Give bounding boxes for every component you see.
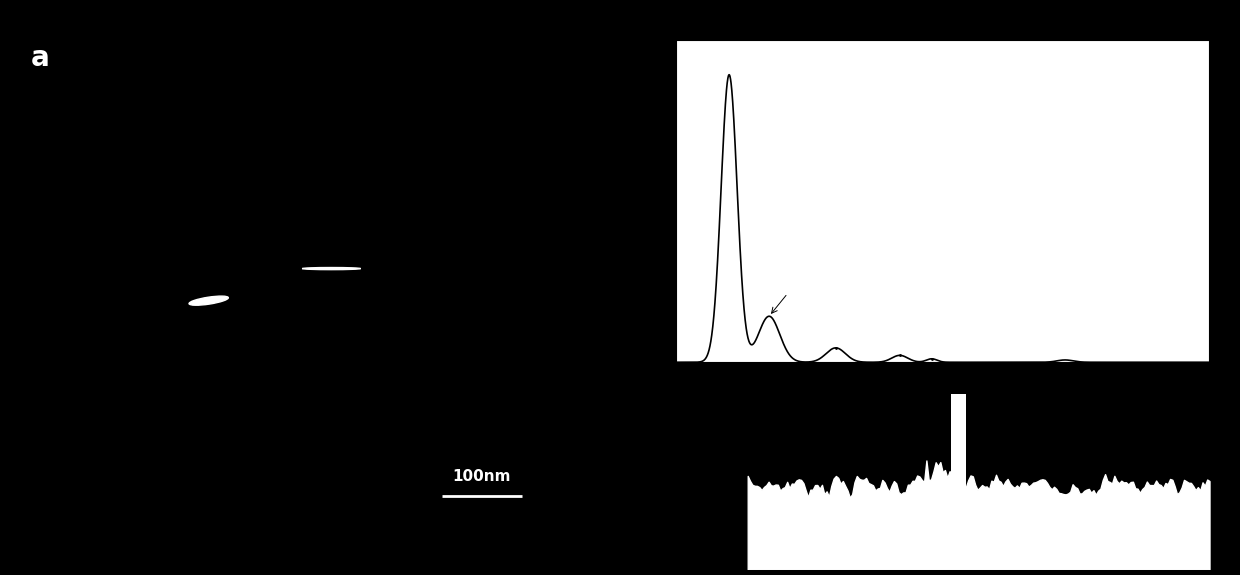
Text: 100nm: 100nm	[453, 469, 511, 484]
Text: b: b	[611, 2, 630, 26]
Ellipse shape	[303, 267, 361, 270]
Text: PSMA: PSMA	[662, 437, 712, 452]
Text: CD63: CD63	[665, 526, 709, 540]
Ellipse shape	[188, 296, 228, 305]
Bar	[951, 394, 966, 494]
Y-axis label: Concentration (particles / ml): Concentration (particles / ml)	[647, 129, 657, 273]
Text: Cell: Cell	[852, 375, 887, 393]
Text: Exosome: Exosome	[1022, 375, 1106, 393]
Text: $6^{7}$: $6^{7}$	[660, 24, 671, 36]
Bar	[748, 404, 1209, 485]
Text: c: c	[632, 374, 647, 398]
X-axis label: Size (nm): Size (nm)	[916, 385, 968, 394]
Bar	[748, 511, 1209, 565]
Text: a: a	[31, 44, 50, 72]
Text: -: -	[1219, 432, 1224, 445]
